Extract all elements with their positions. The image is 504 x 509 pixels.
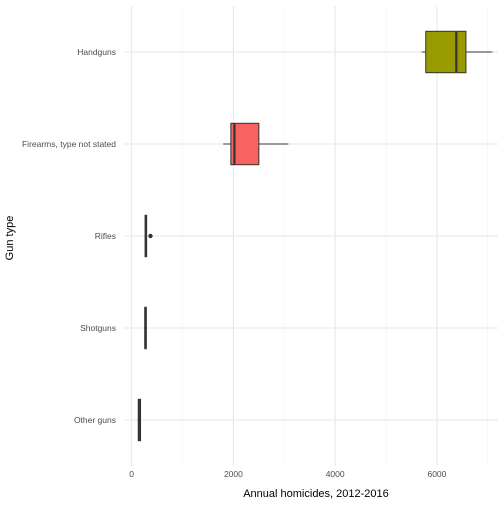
box-rifles <box>144 214 153 258</box>
x-tick-label: 0 <box>129 469 134 479</box>
tick-labels: Handguns Firearms, type not stated Rifles S… <box>22 47 447 479</box>
y-tick-label: Firearms, type not stated <box>22 139 116 149</box>
grid-lines <box>124 6 498 466</box>
outlier-point <box>148 233 153 239</box>
boxes <box>137 30 493 442</box>
y-axis-label: Gun type <box>4 216 16 261</box>
box-iqr <box>230 122 260 166</box>
box-handguns <box>421 30 493 74</box>
y-tick-label: Rifles <box>95 231 116 241</box>
box-other-guns <box>137 398 142 442</box>
x-tick-label: 2000 <box>224 469 243 479</box>
y-tick-label: Handguns <box>77 47 116 57</box>
y-tick-label: Shotguns <box>80 323 116 333</box>
x-tick-label: 4000 <box>326 469 345 479</box>
y-tick-label: Other guns <box>74 415 116 425</box>
box-shotguns <box>144 306 147 350</box>
x-axis-label: Annual homicides, 2012-2016 <box>243 488 389 500</box>
box-firearms-type-not-stated <box>223 122 289 166</box>
box-iqr <box>425 30 467 74</box>
x-tick-label: 6000 <box>427 469 446 479</box>
